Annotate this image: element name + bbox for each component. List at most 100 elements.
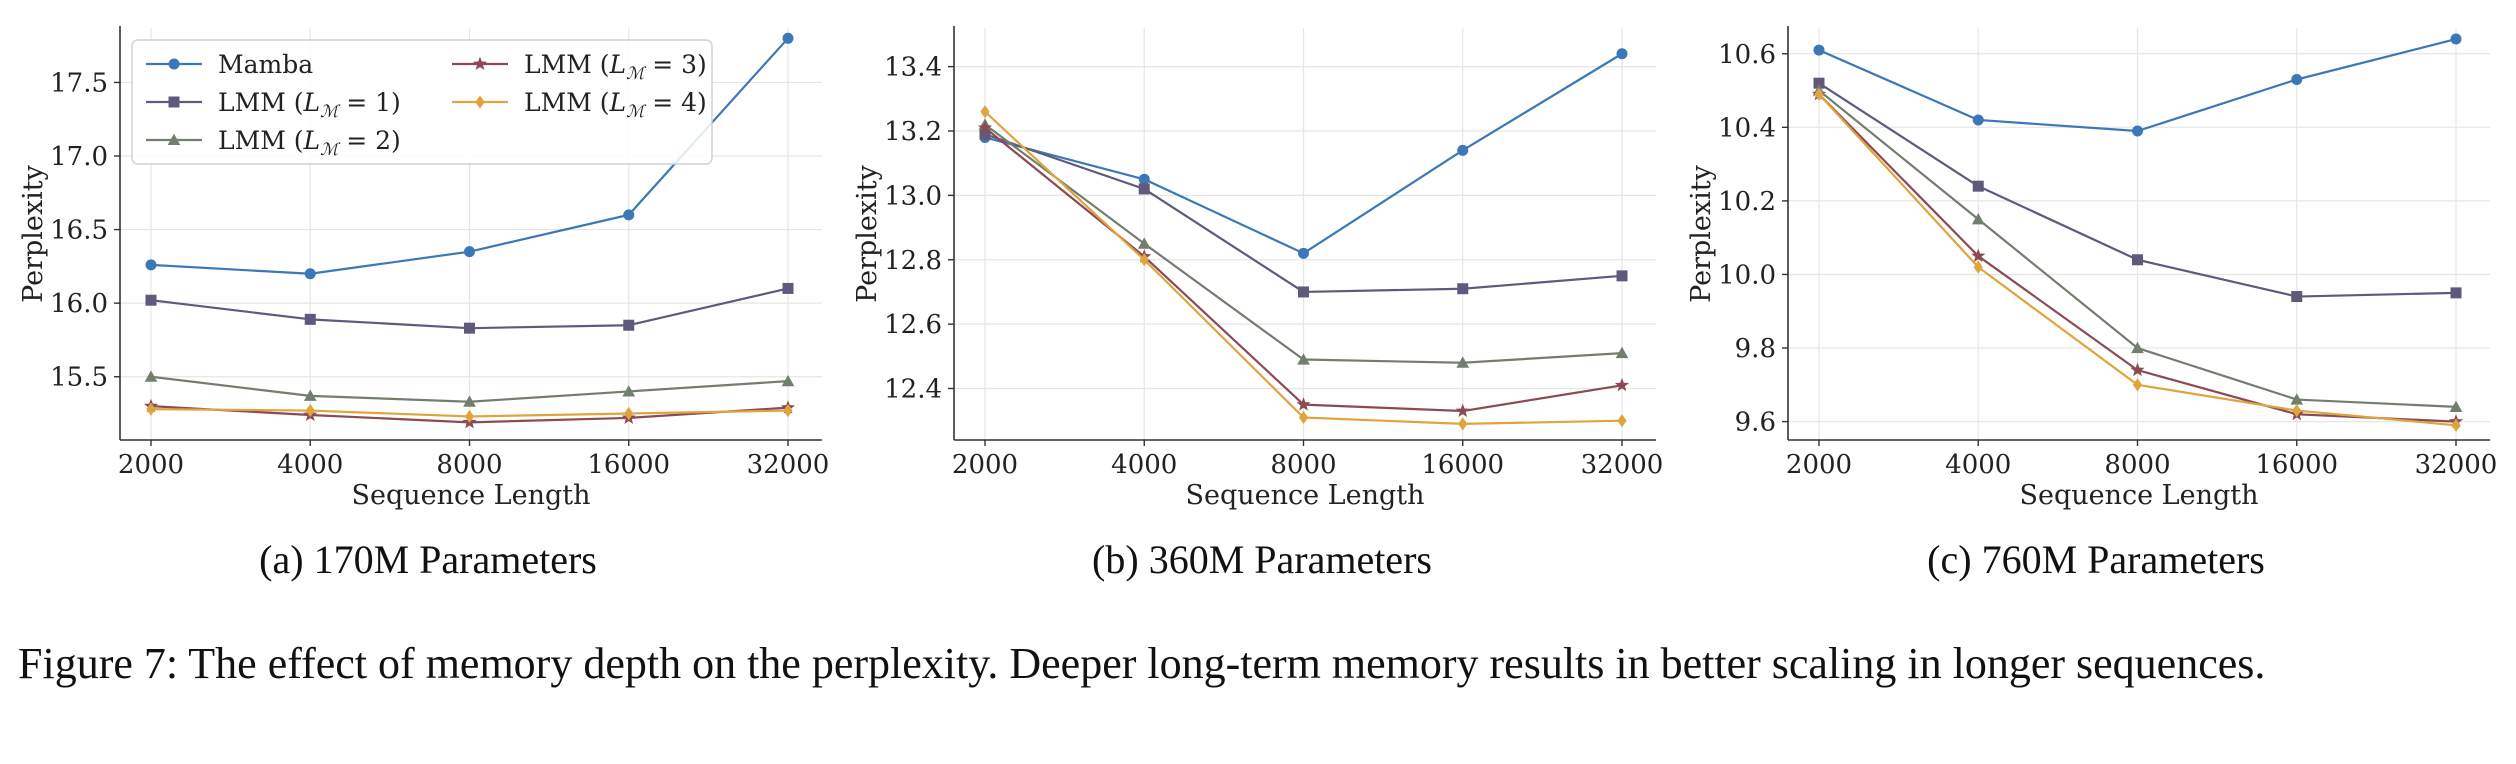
data-point bbox=[1457, 283, 1469, 295]
legend-box bbox=[131, 39, 713, 165]
data-point bbox=[1616, 48, 1628, 60]
data-point bbox=[1972, 180, 1984, 192]
y-tick-label: 10.2 bbox=[1718, 187, 1776, 217]
data-point bbox=[2291, 291, 2303, 303]
data-point bbox=[979, 128, 991, 140]
data-point bbox=[303, 389, 317, 401]
data-point bbox=[464, 246, 475, 258]
y-tick-label: 17.5 bbox=[50, 68, 108, 98]
data-point bbox=[623, 319, 635, 331]
y-tick-label: 17.0 bbox=[50, 142, 108, 172]
subcaption-b: (b) 360M Parameters bbox=[1092, 537, 1432, 582]
x-tick-label: 8000 bbox=[2104, 450, 2170, 480]
panel-3: 2000 4000 8000 16000 32000 9.6 9.8 10.0 10.2 10.4… bbox=[1686, 26, 2497, 511]
x-tick-label: 4000 bbox=[277, 450, 343, 480]
series-2 bbox=[979, 128, 1628, 298]
data-point bbox=[2290, 393, 2304, 405]
x-axis-label: Sequence Length bbox=[2019, 480, 2258, 511]
data-point bbox=[624, 406, 634, 421]
legend: Mamba LMM (Lℳ = 1) LMM (Lℳ = 2) LMM (Lℳ = 3… bbox=[131, 39, 713, 165]
data-point bbox=[2132, 378, 2143, 392]
y-tick-label: 13.4 bbox=[884, 53, 942, 83]
data-point bbox=[2132, 125, 2143, 137]
x-tick-label: 8000 bbox=[1270, 450, 1336, 480]
data-point bbox=[977, 120, 993, 134]
data-point bbox=[783, 403, 793, 418]
y-tick-label: 13.2 bbox=[884, 117, 942, 147]
legend-entry-5: LMM (Lℳ = 4) bbox=[452, 88, 707, 122]
legend-label: Mamba bbox=[218, 50, 313, 79]
y-tick-label: 10.6 bbox=[1718, 40, 1776, 70]
data-point bbox=[145, 259, 157, 271]
data-point bbox=[1615, 346, 1629, 359]
y-tick-label: 9.8 bbox=[1735, 334, 1776, 364]
legend-label: LMM (Lℳ = 1) bbox=[218, 88, 401, 122]
x-tick-label: 16000 bbox=[587, 450, 670, 480]
data-point bbox=[1296, 397, 1311, 411]
panel-2: 2000 4000 8000 16000 32000 12.4 12.6 12.8 13.0 13… bbox=[852, 26, 1663, 511]
panel-1: 2000 4000 8000 16000 32000 15.5 16.0 16.5 17.0 17… bbox=[18, 26, 829, 511]
series-5 bbox=[980, 105, 1627, 431]
y-axis-label: Perplexity bbox=[18, 164, 49, 302]
data-point bbox=[464, 409, 475, 424]
data-point bbox=[1297, 353, 1310, 365]
data-point bbox=[1971, 212, 1985, 225]
data-point bbox=[1298, 286, 1309, 298]
series-2 bbox=[145, 282, 794, 334]
data-point bbox=[781, 374, 795, 387]
series-5 bbox=[1814, 87, 2461, 432]
y-tick-label: 13.0 bbox=[884, 181, 942, 211]
data-point bbox=[1298, 410, 1309, 425]
series-1 bbox=[1813, 33, 2462, 137]
data-point bbox=[1614, 377, 1630, 392]
x-axis-label: Sequence Length bbox=[351, 480, 590, 511]
data-point bbox=[1456, 356, 1470, 368]
x-tick-label: 2000 bbox=[952, 450, 1018, 480]
data-point bbox=[2451, 418, 2461, 432]
legend-entry-1: Mamba bbox=[146, 50, 313, 79]
y-tick-label: 16.5 bbox=[50, 216, 108, 246]
data-point bbox=[1973, 260, 1983, 274]
data-point bbox=[1138, 173, 1150, 185]
y-tick-label: 12.4 bbox=[884, 375, 942, 405]
figure-caption: Figure 7: The effect of memory depth on … bbox=[18, 639, 2266, 688]
x-tick-label: 4000 bbox=[1945, 450, 2011, 480]
legend-entry-4: LMM (Lℳ = 3) bbox=[452, 50, 707, 84]
legend-label: LMM (Lℳ = 4) bbox=[524, 88, 707, 122]
data-point bbox=[1137, 237, 1151, 249]
data-point bbox=[782, 282, 794, 294]
x-tick-label: 32000 bbox=[2415, 450, 2498, 480]
x-tick-label: 2000 bbox=[118, 450, 184, 480]
legend-marker bbox=[167, 133, 181, 146]
data-point bbox=[2449, 400, 2463, 412]
data-point bbox=[1814, 87, 1824, 101]
data-point bbox=[2291, 74, 2303, 85]
data-point bbox=[1617, 414, 1627, 428]
series-3 bbox=[144, 370, 795, 407]
data-point bbox=[1972, 114, 1984, 126]
legend-entry-2: LMM (Lℳ = 1) bbox=[146, 88, 401, 122]
series-2 bbox=[1813, 77, 2462, 303]
data-point bbox=[1813, 77, 1825, 89]
data-point bbox=[2292, 403, 2302, 418]
x-tick-label: 8000 bbox=[436, 450, 502, 480]
legend-marker bbox=[168, 58, 180, 70]
data-point bbox=[1139, 253, 1149, 267]
x-axis-label: Sequence Length bbox=[1185, 480, 1424, 511]
data-point bbox=[1457, 144, 1469, 156]
legend-marker bbox=[472, 56, 488, 71]
data-point bbox=[1458, 417, 1468, 431]
x-tick-label: 4000 bbox=[1111, 450, 1177, 480]
legend-label: LMM (Lℳ = 2) bbox=[218, 126, 401, 160]
figure-svg: 2000 4000 8000 16000 32000 15.5 16.0 16.5 17.0 17… bbox=[18, 26, 2497, 511]
data-point bbox=[782, 32, 794, 44]
data-point bbox=[622, 385, 636, 397]
data-point bbox=[980, 105, 990, 119]
y-tick-label: 12.6 bbox=[884, 310, 942, 340]
data-point bbox=[1971, 248, 1986, 263]
series-1 bbox=[979, 48, 1628, 259]
x-tick-label: 2000 bbox=[1786, 450, 1852, 480]
subcaption-c: (c) 760M Parameters bbox=[1927, 537, 2265, 582]
legend-marker bbox=[475, 95, 485, 109]
data-point bbox=[1138, 183, 1150, 195]
